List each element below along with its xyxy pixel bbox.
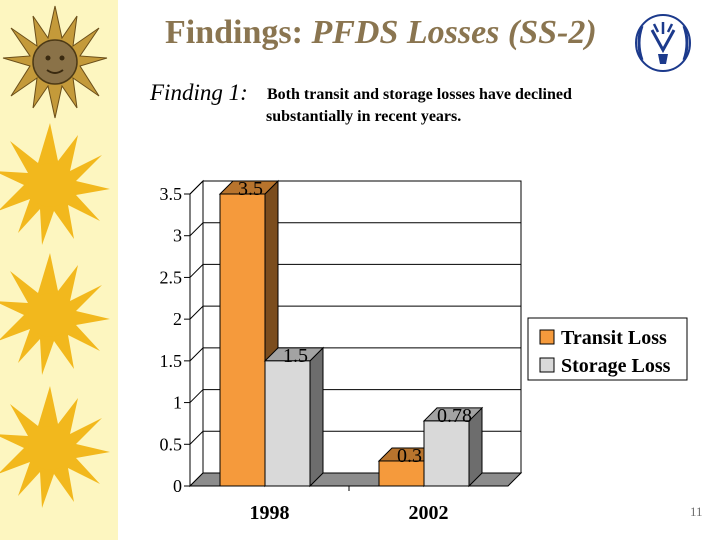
- decorative-side-strip: [0, 0, 118, 540]
- finding-label: Finding 1:: [150, 80, 248, 105]
- title-emphasis: PFDS Losses (SS-2): [311, 14, 597, 51]
- bar: [219, 193, 266, 487]
- y-tick-label: 1.5: [160, 351, 183, 371]
- legend-label: Transit Loss: [561, 327, 667, 349]
- y-tick-label: 2: [173, 309, 182, 329]
- data-label: 3.5: [238, 178, 263, 200]
- y-tick-label: 1: [173, 393, 182, 413]
- wheat-emblem-icon: [635, 14, 691, 72]
- gridline: [189, 305, 521, 320]
- legend-swatch: [539, 329, 555, 345]
- x-tick-label: 2002: [409, 502, 449, 524]
- gridline: [189, 180, 521, 195]
- sun-icon: [0, 386, 110, 508]
- bar-side: [309, 346, 324, 488]
- y-tick-label: 3.5: [160, 184, 183, 204]
- legend-label: Storage Loss: [561, 355, 671, 377]
- finding-text-line1: Both transit and storage losses have dec…: [267, 86, 572, 103]
- legend-swatch: [539, 357, 555, 373]
- gridline: [189, 430, 521, 445]
- data-label: 1.5: [283, 345, 308, 367]
- gridline: [189, 347, 521, 362]
- y-tick-label: 0.5: [160, 434, 183, 454]
- chart-side-wall: [189, 179, 204, 488]
- y-tick-label: 3: [173, 226, 182, 246]
- sun-icon: [0, 253, 110, 375]
- bar: [264, 360, 311, 487]
- gridline: [189, 263, 521, 278]
- title-prefix: Findings:: [165, 14, 312, 51]
- data-label: 0.78: [437, 405, 472, 427]
- y-tick-label: 0: [173, 476, 182, 496]
- gridline: [189, 389, 521, 403]
- x-tick-label: 1998: [250, 502, 290, 524]
- bar: [423, 420, 470, 487]
- bar: [378, 460, 425, 487]
- y-tick-label: 2.5: [160, 267, 183, 287]
- page-number: 11: [690, 504, 703, 519]
- finding-text-line2: substantially in recent years.: [266, 108, 462, 125]
- sun-icon: [0, 123, 110, 245]
- sun-icon: [2, 5, 108, 119]
- slide-title: Findings: PFDS Losses (SS-2): [165, 16, 597, 50]
- sun-decoration-group: [0, 5, 110, 508]
- data-label: 0.3: [397, 445, 422, 467]
- gridline: [189, 222, 521, 237]
